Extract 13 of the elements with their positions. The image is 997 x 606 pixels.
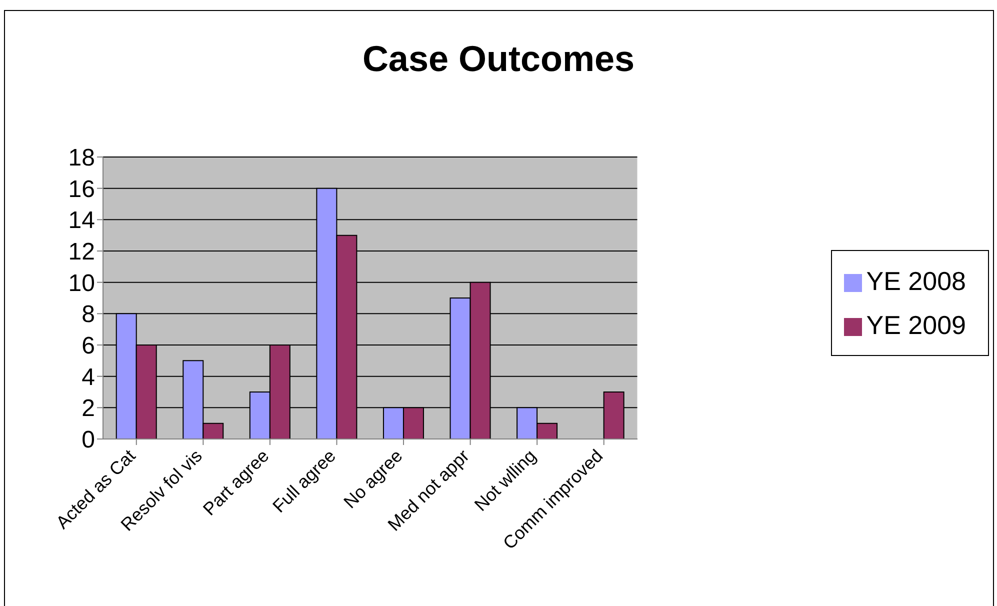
legend-label: YE 2009 [866, 310, 966, 340]
y-tick-label: 2 [82, 395, 95, 422]
y-tick-label: 16 [68, 176, 95, 203]
y-tick-label: 14 [68, 207, 95, 234]
y-tick-label: 12 [68, 238, 95, 266]
y-tick-label: 8 [82, 301, 95, 328]
y-tick-label: 0 [82, 426, 95, 454]
y-tick-label: 18 [68, 144, 95, 172]
y-tick-label: 6 [82, 332, 95, 360]
y-tick-label: 4 [82, 364, 95, 391]
chart-title: Case Outcomes [361, 38, 636, 80]
legend-label: YE 2008 [866, 266, 966, 296]
y-tick-label: 10 [68, 270, 95, 297]
